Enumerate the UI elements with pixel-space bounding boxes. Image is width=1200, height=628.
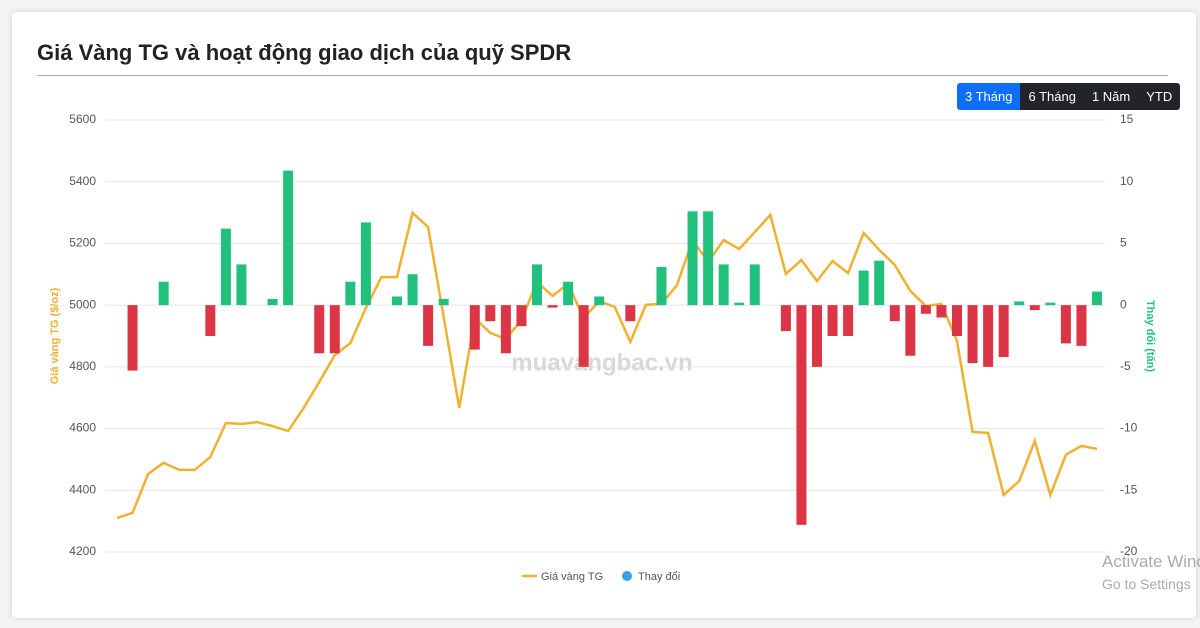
y-tick-label: 4200 bbox=[69, 544, 96, 558]
bar bbox=[329, 305, 340, 354]
bar bbox=[843, 305, 854, 336]
bar bbox=[438, 298, 449, 306]
bar bbox=[205, 305, 216, 336]
y-tick-label: 5000 bbox=[69, 297, 96, 311]
bar bbox=[345, 281, 356, 306]
bar bbox=[1060, 305, 1071, 344]
bar bbox=[718, 264, 729, 306]
bar bbox=[236, 264, 247, 306]
y2-tick-label: 0 bbox=[1120, 297, 1127, 311]
bar bbox=[905, 305, 916, 356]
bar bbox=[578, 305, 589, 367]
line bbox=[116, 210, 1098, 520]
bar bbox=[687, 211, 698, 306]
bar bbox=[827, 305, 838, 336]
bar bbox=[563, 281, 574, 306]
title-rule bbox=[37, 75, 1168, 76]
bar bbox=[500, 305, 511, 354]
bar bbox=[1092, 291, 1102, 306]
y2-tick-label: 5 bbox=[1120, 236, 1127, 250]
y-tick-label: 4400 bbox=[69, 482, 96, 496]
bar bbox=[469, 305, 480, 350]
y2-tick-label: -5 bbox=[1120, 359, 1131, 373]
y-tick-label: 4800 bbox=[69, 359, 96, 373]
y-tick-label: 4600 bbox=[69, 421, 96, 435]
y2-tick-label: 10 bbox=[1120, 174, 1134, 188]
watermark: muavangbac.vn bbox=[511, 349, 692, 376]
range-button[interactable]: 6 Tháng bbox=[1020, 83, 1084, 110]
bar bbox=[423, 305, 434, 346]
bar bbox=[392, 296, 402, 306]
bar bbox=[594, 296, 605, 306]
bar bbox=[703, 211, 714, 306]
bar bbox=[796, 305, 807, 525]
bar bbox=[267, 298, 278, 306]
range-button[interactable]: 3 Tháng bbox=[957, 83, 1021, 110]
bar bbox=[158, 281, 169, 306]
bar bbox=[889, 305, 900, 322]
y2-tick-label: -10 bbox=[1120, 421, 1138, 435]
y2-axis-title: Thay đổi (tấn) bbox=[1144, 300, 1156, 372]
chart-title: Giá Vàng TG và hoạt động giao dịch của q… bbox=[37, 40, 572, 65]
bar bbox=[407, 274, 418, 306]
bar bbox=[127, 305, 138, 371]
bar bbox=[967, 305, 978, 364]
overlay-line: Activate Windows bbox=[1102, 552, 1200, 571]
bar bbox=[749, 264, 760, 306]
y2-tick-label: -15 bbox=[1120, 482, 1138, 496]
bar bbox=[314, 305, 325, 354]
bar bbox=[220, 228, 231, 306]
bar bbox=[874, 260, 885, 306]
range-button[interactable]: YTD bbox=[1138, 83, 1181, 110]
bar bbox=[1029, 305, 1040, 311]
bar bbox=[283, 170, 294, 306]
bar bbox=[983, 305, 994, 367]
bar bbox=[1076, 305, 1087, 346]
y2-tick-label: 15 bbox=[1120, 112, 1134, 126]
bar bbox=[532, 264, 542, 306]
bar bbox=[998, 305, 1009, 357]
bar bbox=[952, 305, 962, 336]
y2-tick-label: -20 bbox=[1120, 544, 1138, 558]
bar bbox=[625, 305, 636, 322]
overlay-line: Go to Settings bbox=[1102, 576, 1191, 592]
bar bbox=[485, 305, 496, 322]
bar bbox=[812, 305, 822, 367]
os-overlay: Activate Windows Go to Settings bbox=[1102, 552, 1200, 592]
legend-label: Thay đổi bbox=[638, 571, 680, 583]
bar bbox=[547, 305, 558, 308]
y-tick-label: 5400 bbox=[69, 174, 96, 188]
bar bbox=[1045, 302, 1056, 306]
bar bbox=[920, 305, 931, 314]
y-tick-label: 5200 bbox=[69, 236, 96, 250]
bar bbox=[858, 270, 869, 306]
bar bbox=[1014, 301, 1025, 306]
y-axis-title: Giá vàng TG ($/oz) bbox=[49, 287, 61, 384]
bar bbox=[360, 222, 371, 306]
bar bbox=[734, 302, 745, 306]
y-tick-label: 5600 bbox=[69, 112, 96, 126]
bar bbox=[516, 305, 527, 327]
bar bbox=[656, 266, 667, 306]
bar bbox=[936, 305, 947, 318]
range-buttons: 3 Tháng 6 Tháng 1 Năm YTD bbox=[957, 83, 1181, 110]
legend-label: Giá vàng TG bbox=[541, 571, 603, 583]
range-button[interactable]: 1 Năm bbox=[1083, 83, 1139, 110]
bar bbox=[780, 305, 791, 332]
legend-swatch bbox=[622, 571, 632, 581]
